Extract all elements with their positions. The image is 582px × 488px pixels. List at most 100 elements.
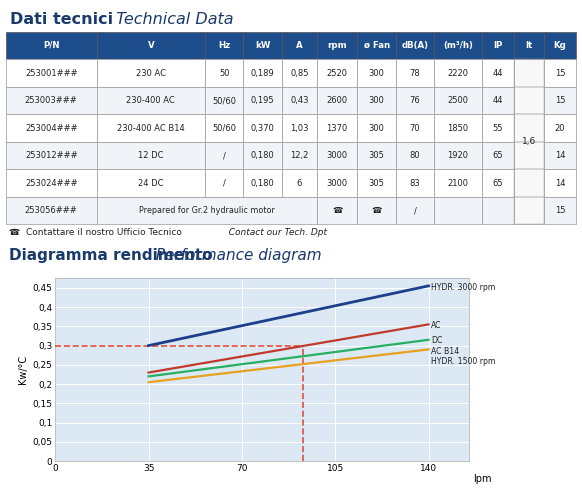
Bar [243, 59, 282, 87]
Text: Kg: Kg [553, 41, 566, 50]
Text: 44: 44 [492, 68, 503, 78]
Bar [514, 59, 544, 224]
Bar [544, 87, 576, 114]
Bar [396, 59, 434, 87]
Text: 1920: 1920 [448, 151, 469, 160]
Bar [6, 32, 97, 59]
Text: lt: lt [526, 41, 533, 50]
Text: 3000: 3000 [327, 179, 347, 188]
Bar [97, 114, 205, 142]
Text: V: V [148, 41, 154, 50]
Text: IP: IP [493, 41, 503, 50]
Text: 14: 14 [555, 179, 565, 188]
Bar [514, 87, 544, 114]
Text: 44: 44 [492, 96, 503, 105]
Text: AC: AC [431, 321, 442, 330]
Text: 3000: 3000 [327, 151, 347, 160]
Text: 0,180: 0,180 [251, 151, 275, 160]
Text: 1370: 1370 [327, 123, 348, 133]
Text: ø Fan: ø Fan [364, 41, 390, 50]
Bar [482, 197, 514, 224]
Bar [514, 142, 544, 169]
Text: 1,6: 1,6 [522, 137, 536, 146]
Bar [396, 114, 434, 142]
Bar [317, 142, 357, 169]
Bar [282, 142, 317, 169]
Bar [6, 59, 97, 87]
Bar [396, 32, 434, 59]
Text: 0,180: 0,180 [251, 179, 275, 188]
Text: 15: 15 [555, 96, 565, 105]
Bar [6, 114, 97, 142]
Bar [97, 142, 205, 169]
Bar [482, 59, 514, 87]
Text: 305: 305 [368, 179, 385, 188]
Bar [544, 114, 576, 142]
Bar [97, 59, 205, 87]
Bar [357, 32, 396, 59]
Bar [434, 197, 482, 224]
Text: 12 DC: 12 DC [138, 151, 164, 160]
Bar [317, 114, 357, 142]
Bar [482, 114, 514, 142]
Bar [6, 197, 97, 224]
Text: 230 AC: 230 AC [136, 68, 166, 78]
Bar [6, 169, 97, 197]
Bar [514, 197, 544, 224]
Text: 230-400 AC: 230-400 AC [126, 96, 175, 105]
Text: (m³/h): (m³/h) [443, 41, 473, 50]
Bar [396, 197, 434, 224]
Text: 2520: 2520 [327, 68, 347, 78]
Bar [97, 87, 205, 114]
Bar [357, 142, 396, 169]
Text: 50/60: 50/60 [212, 96, 236, 105]
Text: Performance diagram: Performance diagram [151, 248, 322, 264]
Text: HYDR. 3000 rpm: HYDR. 3000 rpm [431, 284, 495, 292]
Text: P/N: P/N [43, 41, 59, 50]
Bar [396, 87, 434, 114]
Bar [434, 87, 482, 114]
Text: 50: 50 [219, 68, 229, 78]
Text: 253004###: 253004### [25, 123, 77, 133]
Text: 14: 14 [555, 151, 565, 160]
Text: 55: 55 [492, 123, 503, 133]
Bar [544, 32, 576, 59]
Text: 2220: 2220 [448, 68, 469, 78]
Bar [317, 59, 357, 87]
Text: Prepared for Gr.2 hydraulic motor: Prepared for Gr.2 hydraulic motor [139, 206, 275, 215]
Bar [544, 59, 576, 87]
Text: 1,03: 1,03 [290, 123, 308, 133]
Text: 230-400 AC B14: 230-400 AC B14 [117, 123, 184, 133]
Text: 15: 15 [555, 68, 565, 78]
Bar [357, 87, 396, 114]
Bar [97, 197, 317, 224]
Bar [514, 169, 544, 197]
Text: 253012###: 253012### [25, 151, 77, 160]
Text: /: / [414, 206, 417, 215]
Text: /: / [223, 151, 226, 160]
Bar [243, 142, 282, 169]
Text: DC: DC [431, 336, 442, 345]
Text: 0,370: 0,370 [251, 123, 275, 133]
Bar [282, 87, 317, 114]
Bar [434, 32, 482, 59]
Text: 0,43: 0,43 [290, 96, 308, 105]
Bar [434, 169, 482, 197]
Bar [97, 169, 205, 197]
Bar [205, 87, 243, 114]
Y-axis label: Kw/°C: Kw/°C [19, 355, 29, 384]
Text: Hz: Hz [218, 41, 230, 50]
Bar [6, 142, 97, 169]
Text: 65: 65 [492, 179, 503, 188]
Bar [243, 87, 282, 114]
Bar [243, 32, 282, 59]
Text: 78: 78 [410, 68, 420, 78]
Text: A: A [296, 41, 303, 50]
Text: 1850: 1850 [448, 123, 469, 133]
Bar [317, 32, 357, 59]
Text: 0,85: 0,85 [290, 68, 308, 78]
Bar [357, 197, 396, 224]
Text: rpm: rpm [327, 41, 347, 50]
Bar [482, 142, 514, 169]
Bar [205, 114, 243, 142]
